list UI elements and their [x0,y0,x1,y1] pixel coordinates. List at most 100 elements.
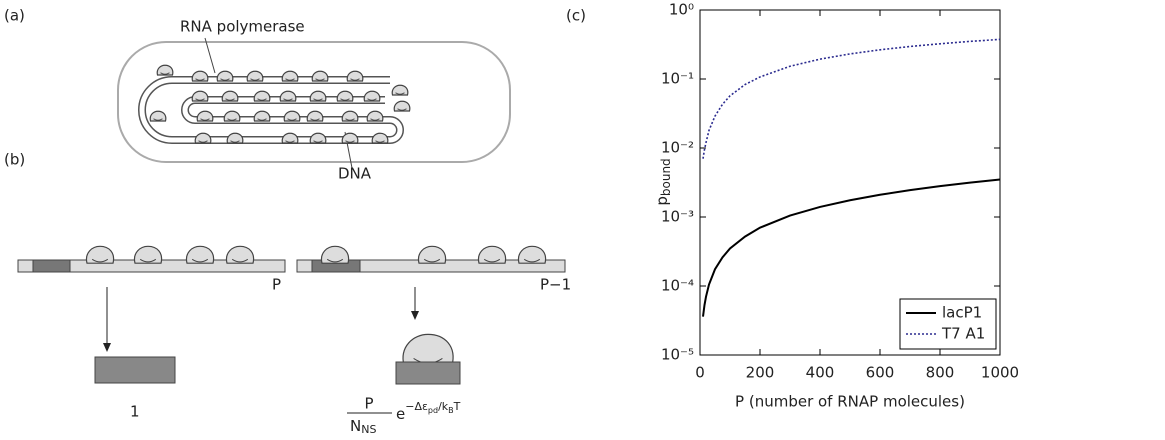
polymerase-cleft [230,140,240,143]
polymerase-body [156,64,174,76]
y-label-text: p [653,196,671,206]
polymerase-body [309,132,327,144]
y-label-sub: bound [659,158,673,196]
polymerase-body [341,132,359,144]
polymerase-cleft [397,108,407,111]
polymerase [221,90,239,102]
polymerase-body [320,245,350,264]
state-box [94,356,176,384]
polymerase [336,90,354,102]
chart: P (number of RNAP molecules) pbound 0 200… [653,1,1020,411]
polymerase-body [306,110,324,122]
polymerase-cleft [423,258,441,263]
y-tick-label: 10⁻⁴ [661,277,694,295]
polymerase [341,110,359,122]
exp-text: −Δε [405,400,428,413]
polymerase-cleft [285,78,295,81]
polymerase [346,70,364,82]
numerator: P [364,395,373,413]
polymerase [309,90,327,102]
polymerase-body [85,245,115,264]
polymerase-body [253,90,271,102]
polymerase-body [279,90,297,102]
polymerase-cleft [257,118,267,121]
cell [117,41,511,163]
exp-base: e [396,405,405,423]
polymerase-body [346,70,364,82]
polymerase-cleft [315,78,325,81]
polymerase-cleft [395,92,405,95]
polymerase-cleft [91,258,109,263]
polymerase-cleft [340,98,350,101]
exp-text: /k [438,400,449,413]
polymerase-body [391,84,409,96]
polymerases [149,64,411,144]
x-tick-label: 200 [746,364,775,382]
polymerase [366,110,384,122]
polymerase [477,245,507,264]
y-tick-label: 10⁰ [669,1,694,19]
polymerase-body [309,90,327,102]
panel-label: (b) [4,151,25,169]
polymerase [309,132,327,144]
polymerase-cleft [483,258,501,263]
arrow-head [103,343,111,352]
x-tick-label: 600 [866,364,895,382]
polymerase-cleft [350,78,360,81]
polymerase-body [371,132,389,144]
x-tick-label: 1000 [981,364,1019,382]
x-tick-label: 800 [926,364,955,382]
polymerases [85,245,547,367]
polymerase-body [477,245,507,264]
polymerase-body [133,245,163,264]
polymerase [226,132,244,144]
polymerase-body [283,110,301,122]
polymerase [363,90,381,102]
polymerase-body [185,245,215,264]
y-tick-label: 10⁻⁵ [661,346,694,364]
polymerase-cleft [200,118,210,121]
polymerase-body [191,70,209,82]
polymerase [246,70,264,82]
polymerase-cleft [227,118,237,121]
polymerase-body [341,110,359,122]
polymerase [149,110,167,122]
panel-label: (c) [566,7,586,25]
polymerase-cleft [367,98,377,101]
polymerase [156,64,174,76]
polymerase [311,70,329,82]
polymerase-cleft [287,118,297,121]
polymerase-cleft [313,98,323,101]
polymerase-body [281,70,299,82]
polymerase-cleft [225,98,235,101]
polymerase-cleft [198,140,208,143]
polymerase [185,245,215,264]
exp-text: T [453,400,461,413]
y-tick-label: 10⁻² [661,139,694,157]
polymerase-body [363,90,381,102]
polymerase-body [226,132,244,144]
denominator-sub: NS [361,423,376,436]
y-tick-label: 10⁻¹ [661,70,694,88]
polymerase [283,110,301,122]
polymerase [517,245,547,264]
count-label: P−1 [540,276,571,294]
polymerase-cleft [139,258,157,263]
polymerase-body [281,132,299,144]
polymerase-body [194,132,212,144]
polymerase-cleft [195,78,205,81]
polymerase [391,84,409,96]
polymerase-body [336,90,354,102]
polymerase [279,90,297,102]
polymerase [306,110,324,122]
polymerase-body [191,90,209,102]
polymerase-cleft [250,78,260,81]
polymerase [393,100,411,112]
polymerase-cleft [310,118,320,121]
polymerase-body [196,110,214,122]
polymerase-body [149,110,167,122]
polymerase [216,70,234,82]
polymerase [191,70,209,82]
polymerase-cleft [285,140,295,143]
